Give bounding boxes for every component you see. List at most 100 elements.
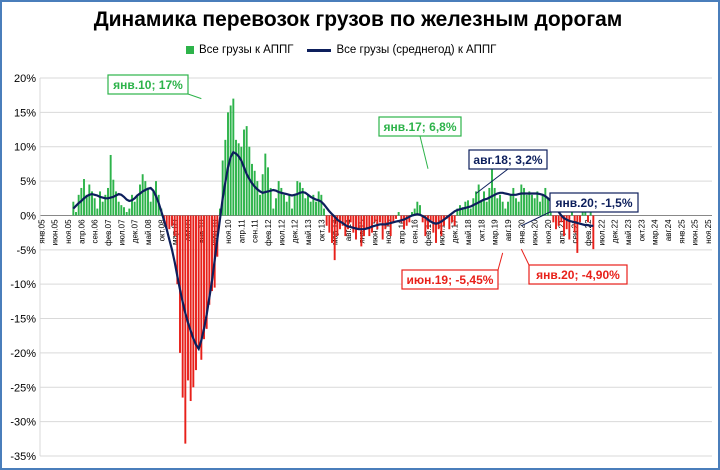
annotation-leader: [520, 248, 530, 266]
bar: [173, 215, 176, 237]
x-tick-label: ноя.25: [704, 219, 713, 244]
annotation-leader: [419, 135, 429, 169]
bar: [379, 215, 381, 223]
annotation-leader: [475, 168, 509, 194]
x-tick-label: июн.20: [531, 219, 540, 246]
bar: [349, 215, 352, 223]
x-tick-label: окт.23: [637, 219, 646, 241]
bar: [413, 208, 416, 216]
bar: [144, 181, 147, 216]
bar: [251, 163, 253, 216]
bar: [133, 201, 136, 216]
bar: [176, 215, 179, 285]
x-tick-label: фев.07: [104, 219, 113, 246]
bar: [101, 201, 104, 216]
bar: [392, 215, 395, 223]
bar: [408, 215, 411, 223]
bar: [384, 215, 387, 230]
bar: [435, 215, 437, 243]
x-tick-label: янв.25: [677, 219, 686, 244]
bar: [539, 201, 541, 216]
x-tick-label: мар.19: [491, 219, 500, 245]
x-tick-label: июл.12: [277, 219, 286, 246]
bar: [592, 215, 595, 250]
bar: [373, 215, 376, 223]
bar: [99, 191, 101, 216]
bar: [453, 215, 456, 226]
bar: [547, 198, 549, 216]
bar: [440, 215, 443, 237]
x-tick-label: окт.13: [317, 219, 326, 241]
y-tick-label: -5%: [16, 245, 36, 257]
bar: [104, 194, 107, 216]
bar: [269, 187, 272, 216]
bar: [141, 174, 144, 216]
bar: [368, 215, 371, 237]
bar: [213, 215, 216, 288]
bar: [120, 205, 123, 216]
bar: [560, 215, 563, 223]
bar: [304, 198, 307, 216]
bar: [277, 181, 280, 216]
bar: [341, 215, 344, 226]
annotation-leader: [497, 252, 504, 271]
bar: [139, 184, 141, 216]
bar: [557, 215, 560, 226]
bar: [389, 215, 392, 237]
y-tick-label: -20%: [10, 348, 36, 360]
bar: [480, 201, 483, 216]
bar: [544, 187, 547, 216]
bar: [531, 194, 533, 216]
bar: [275, 198, 277, 216]
y-tick-label: 0%: [20, 210, 36, 222]
bar: [381, 215, 384, 240]
bar: [499, 194, 501, 216]
bar: [261, 174, 264, 216]
bar: [419, 205, 421, 216]
bar: [429, 215, 432, 223]
x-tick-label: июл.07: [117, 219, 126, 246]
x-tick-label: янв.20: [517, 219, 526, 244]
bar: [285, 201, 288, 216]
bar: [315, 201, 317, 216]
bar: [507, 201, 509, 216]
bar: [136, 194, 139, 216]
bar: [208, 215, 211, 305]
bar: [320, 194, 323, 216]
annotation-label: янв.20; -1,5%: [556, 196, 633, 210]
bar: [416, 201, 419, 216]
bar: [509, 194, 512, 216]
annotation-box: [107, 74, 189, 95]
bar: [291, 208, 293, 216]
bar: [195, 215, 197, 371]
bar: [131, 194, 133, 216]
bar: [533, 198, 536, 216]
annotation-leader: [187, 93, 202, 100]
bar: [528, 191, 531, 216]
y-tick-label: -15%: [10, 314, 36, 326]
bar: [243, 129, 245, 216]
y-tick-label: -25%: [10, 382, 36, 394]
bar: [395, 215, 397, 219]
bar: [363, 215, 365, 237]
bar: [240, 146, 243, 216]
bar: [477, 184, 480, 216]
y-tick-label: 15%: [14, 107, 36, 119]
bar: [184, 215, 187, 444]
x-tick-label: авг.24: [664, 219, 673, 241]
bar: [403, 215, 405, 230]
bar: [109, 154, 112, 216]
x-tick-label: ноя.05: [64, 219, 73, 244]
bar: [357, 215, 360, 230]
bar: [309, 201, 312, 216]
bar: [205, 215, 208, 329]
bar: [387, 215, 389, 226]
annotation-box: [401, 269, 499, 290]
x-tick-label: дек.07: [131, 219, 140, 243]
legend-bars-label: Все грузы к АППГ: [199, 44, 294, 56]
x-tick-label: апр.06: [77, 219, 86, 244]
legend-line-label: Все грузы (среднегод) к АППГ: [336, 44, 497, 56]
bar: [512, 187, 515, 216]
y-tick-label: 10%: [14, 142, 36, 154]
